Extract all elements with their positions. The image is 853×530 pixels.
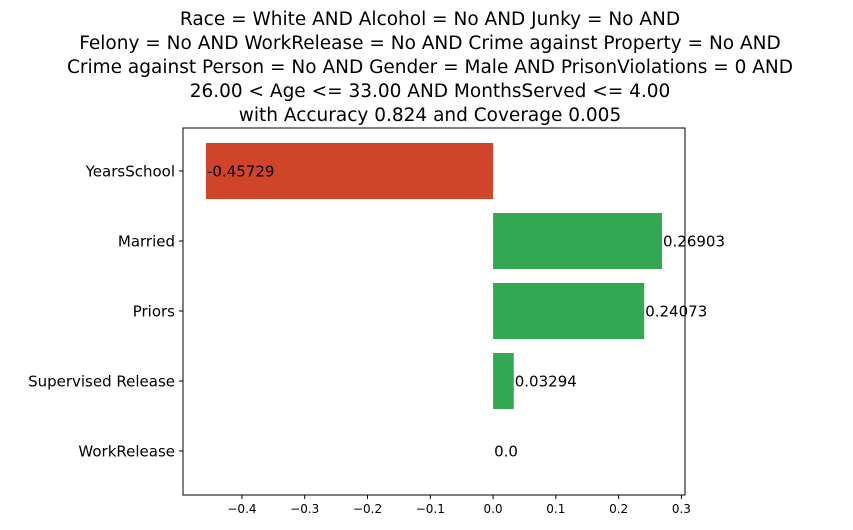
x-tick-label: 0.3 (672, 502, 691, 516)
category-label: YearsSchool (85, 163, 175, 181)
title-line-2: Felony = No AND WorkRelease = No AND Cri… (79, 33, 780, 54)
x-tick-label: −0.3 (290, 502, 319, 516)
bar-priors (493, 283, 645, 339)
x-tick-label: 0.0 (484, 502, 503, 516)
value-label: 0.0 (494, 443, 518, 461)
x-tick-label: −0.1 (416, 502, 445, 516)
y-axis: YearsSchool Married Priors Supervised Relea… (28, 163, 183, 461)
value-label: 0.24073 (645, 303, 707, 321)
title-line-3: Crime against Person = No AND Gender = M… (67, 57, 793, 78)
x-tick-label: −0.4 (227, 502, 256, 516)
category-label: WorkRelease (78, 443, 175, 461)
title-line-1: Race = White AND Alcohol = No AND Junky … (180, 9, 680, 30)
x-axis: −0.4 −0.3 −0.2 −0.1 0.0 0.1 0.2 0.3 (227, 495, 691, 516)
bar-married (493, 213, 662, 269)
plot-frame (182, 127, 686, 496)
value-label: -0.45729 (207, 163, 274, 181)
title-line-4: 26.00 < Age <= 33.00 AND MonthsServed <=… (190, 81, 671, 102)
bars-group (205, 143, 662, 409)
x-tick-label: 0.2 (609, 502, 628, 516)
value-label: 0.03294 (515, 373, 577, 391)
value-labels-group: -0.45729 0.26903 0.24073 0.03294 0.0 (207, 163, 725, 461)
bar-yearsschool (205, 143, 494, 199)
x-tick-label: −0.2 (353, 502, 382, 516)
category-label: Married (118, 233, 175, 251)
bar-supervised-release (493, 353, 514, 409)
value-label: 0.26903 (663, 233, 725, 251)
x-tick-label: 0.1 (546, 502, 565, 516)
category-label: Priors (133, 303, 175, 321)
title-line-5: with Accuracy 0.824 and Coverage 0.005 (239, 105, 621, 126)
category-label: Supervised Release (28, 373, 175, 391)
chart-title: Race = White AND Alcohol = No AND Junky … (67, 9, 793, 126)
